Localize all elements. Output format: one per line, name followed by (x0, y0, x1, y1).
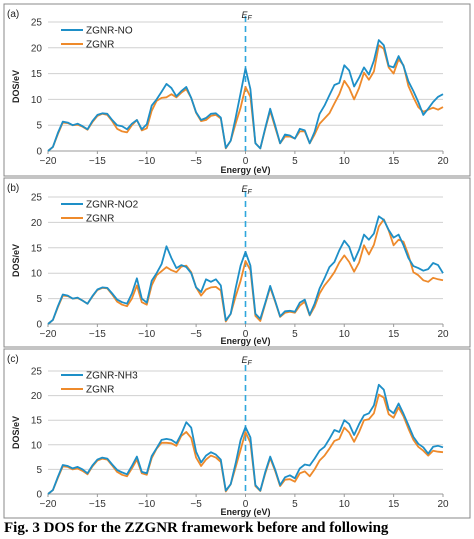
x-axis-title: Energy (eV) (220, 336, 270, 346)
panel-frame (3, 177, 471, 348)
legend-label: ZGNR (86, 385, 114, 396)
x-tick-label: −5 (190, 156, 202, 167)
x-tick-label: 15 (388, 156, 400, 167)
x-tick-label: 0 (243, 156, 249, 167)
series-line-zgnr-no (47, 39, 444, 152)
x-axis-title: Energy (eV) (220, 165, 270, 175)
x-tick-label: 10 (339, 329, 351, 340)
x-tick-label: 0 (243, 499, 249, 510)
y-tick-label: 25 (31, 193, 43, 204)
panel-label: (a) (7, 9, 19, 20)
x-tick-label: −20 (40, 156, 57, 167)
fermi-label: EF (242, 184, 253, 196)
x-tick-label: 10 (339, 499, 351, 510)
y-tick-label: 15 (31, 69, 43, 80)
panel-a-zgnr-no: 0 5 10 15 20 25 −20 −15 −10 −5 0 5 10 15 20 EF ZGNR-NO ZG… (3, 3, 471, 177)
x-tick-label: 5 (292, 156, 298, 167)
x-tick-label: −15 (89, 156, 106, 167)
legend-label: ZGNR (86, 40, 114, 51)
x-tick-label: −15 (89, 329, 106, 340)
panel-label: (c) (7, 354, 19, 365)
panel-c-zgnr-nh3: 0 5 10 15 20 25 −20 −15 −10 −5 0 5 10 15 20 EF ZGNR-NH3 Z… (3, 348, 471, 519)
series-line-zgnr (47, 44, 444, 152)
panel-label: (b) (7, 183, 19, 194)
panel-b-zgnr-no2: 0 5 10 15 20 25 −20 −15 −10 −5 0 5 10 15 20 EF ZGNR-NO2 Z… (3, 177, 471, 348)
x-tick-label: 15 (388, 329, 400, 340)
x-axis-title: Energy (eV) (220, 507, 270, 517)
x-tick-label: 20 (437, 499, 449, 510)
x-tick-label: 5 (292, 329, 298, 340)
y-axis-title: DOS/eV (11, 416, 21, 449)
y-tick-label: 0 (36, 147, 42, 158)
x-tick-label: 20 (437, 329, 449, 340)
y-axis-title: DOS/eV (11, 70, 21, 103)
x-tick-label: −15 (89, 499, 106, 510)
x-tick-label: 0 (243, 329, 249, 340)
y-tick-label: 5 (36, 465, 42, 476)
x-tick-label: 20 (437, 156, 449, 167)
panel-frame (3, 3, 471, 177)
y-tick-label: 20 (31, 43, 43, 54)
x-tick-label: 10 (339, 156, 351, 167)
y-tick-label: 20 (31, 391, 43, 402)
y-tick-label: 25 (31, 367, 43, 378)
series-line-zgnr-nh3 (47, 383, 444, 495)
panel-frame (3, 348, 471, 519)
y-tick-label: 15 (31, 243, 43, 254)
x-tick-label: −10 (138, 499, 155, 510)
y-tick-label: 5 (36, 121, 42, 132)
y-tick-label: 5 (36, 294, 42, 305)
y-tick-label: 10 (31, 440, 43, 451)
y-tick-label: 10 (31, 269, 43, 280)
y-tick-label: 25 (31, 18, 43, 29)
x-tick-label: −5 (190, 329, 202, 340)
legend-label: ZGNR-NH3 (86, 371, 138, 382)
x-tick-label: −20 (40, 329, 57, 340)
fermi-label-subscript: F (248, 360, 253, 367)
y-tick-label: 0 (36, 320, 42, 331)
x-tick-label: −10 (138, 156, 155, 167)
y-axis-title: DOS/eV (11, 244, 21, 277)
fermi-label-subscript: F (248, 189, 253, 196)
x-tick-label: −10 (138, 329, 155, 340)
x-tick-label: −20 (40, 499, 57, 510)
fermi-label: EF (242, 355, 253, 367)
y-tick-label: 10 (31, 95, 43, 106)
fermi-label: EF (242, 10, 253, 22)
x-tick-label: 15 (388, 499, 400, 510)
legend-label: ZGNR (86, 214, 114, 225)
fermi-label-subscript: F (248, 15, 253, 22)
series-line-zgnr-no2 (47, 215, 444, 325)
y-tick-label: 0 (36, 490, 42, 501)
figure-caption: Fig. 3 DOS for the ZZGNR framework befor… (4, 520, 389, 536)
x-tick-label: −5 (190, 499, 202, 510)
y-tick-label: 20 (31, 218, 43, 229)
legend-label: ZGNR-NO (86, 26, 133, 37)
y-tick-label: 15 (31, 416, 43, 427)
x-tick-label: 5 (292, 499, 298, 510)
legend-label: ZGNR-NO2 (86, 200, 139, 211)
